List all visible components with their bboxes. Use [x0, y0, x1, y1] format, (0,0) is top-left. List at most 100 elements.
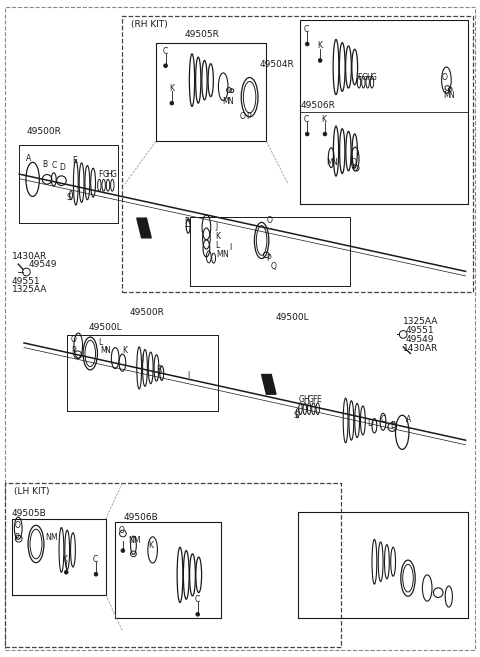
Text: 49500R: 49500R: [130, 307, 165, 317]
Text: 1325AA: 1325AA: [403, 317, 439, 327]
Text: M: M: [133, 535, 140, 545]
Circle shape: [64, 570, 68, 574]
Text: B: B: [42, 160, 48, 169]
Text: C: C: [381, 415, 386, 424]
Text: M: M: [326, 158, 333, 168]
Text: K: K: [148, 541, 153, 550]
Text: N: N: [46, 533, 51, 542]
Text: F: F: [98, 170, 102, 179]
Text: B: B: [390, 421, 395, 430]
Text: (RH KIT): (RH KIT): [131, 20, 168, 30]
Text: L: L: [215, 241, 219, 250]
Text: R: R: [156, 365, 161, 374]
Text: 49500L: 49500L: [276, 313, 310, 322]
Text: F: F: [312, 395, 316, 404]
Text: D: D: [60, 163, 65, 172]
Text: I: I: [187, 371, 190, 380]
Polygon shape: [137, 218, 151, 238]
Text: P: P: [14, 533, 19, 542]
Circle shape: [164, 64, 168, 68]
Text: S: S: [66, 193, 71, 202]
Text: A: A: [26, 154, 32, 164]
Text: 49506R: 49506R: [301, 101, 336, 110]
Text: M: M: [443, 91, 450, 100]
Text: 49505R: 49505R: [185, 30, 220, 39]
Circle shape: [323, 132, 327, 136]
Text: G: G: [308, 395, 313, 404]
Text: 1325AA: 1325AA: [12, 285, 48, 294]
Text: H: H: [107, 170, 112, 179]
Text: N: N: [227, 97, 233, 106]
Text: K: K: [317, 41, 322, 51]
Circle shape: [318, 58, 322, 62]
Text: 49551: 49551: [12, 277, 41, 286]
Text: O: O: [71, 334, 77, 344]
Circle shape: [121, 549, 125, 553]
Text: M: M: [222, 97, 228, 106]
Text: F: F: [358, 73, 362, 82]
Text: N: N: [332, 158, 337, 168]
Text: G: G: [299, 395, 305, 404]
Text: 1430AR: 1430AR: [403, 344, 438, 353]
Text: 49505B: 49505B: [12, 509, 47, 518]
Text: J: J: [215, 221, 217, 231]
Text: G: G: [362, 73, 368, 82]
Text: O: O: [350, 158, 356, 168]
Text: P: P: [246, 112, 251, 121]
Text: (LH KIT): (LH KIT): [14, 487, 50, 496]
Circle shape: [196, 612, 200, 616]
Text: S: S: [294, 411, 299, 420]
Text: K: K: [215, 232, 220, 241]
Text: G: G: [371, 73, 376, 82]
Text: E: E: [316, 395, 321, 404]
Circle shape: [94, 572, 98, 576]
Text: N: N: [105, 346, 110, 355]
Text: G: G: [111, 170, 117, 179]
Text: O: O: [119, 526, 125, 535]
Circle shape: [305, 42, 309, 46]
Text: N: N: [448, 91, 454, 100]
Text: C: C: [52, 161, 57, 170]
Text: M: M: [100, 346, 107, 355]
Text: 49549: 49549: [29, 260, 57, 269]
Text: P: P: [266, 254, 271, 263]
Text: P: P: [71, 346, 76, 355]
Text: G: G: [102, 170, 108, 179]
Text: K: K: [122, 346, 127, 355]
Text: O: O: [266, 215, 272, 225]
Text: C: C: [194, 595, 200, 604]
Text: C: C: [93, 555, 98, 564]
Text: E: E: [72, 156, 77, 166]
Text: M: M: [216, 250, 223, 259]
Text: N: N: [222, 250, 228, 259]
Text: 49551: 49551: [406, 326, 434, 335]
Text: C: C: [162, 47, 168, 56]
Text: H: H: [366, 73, 372, 82]
Text: J: J: [142, 353, 144, 363]
Text: O: O: [442, 73, 447, 82]
Circle shape: [170, 101, 174, 105]
Text: 1430AR: 1430AR: [12, 252, 47, 261]
Text: O: O: [240, 112, 246, 121]
Text: C: C: [304, 25, 309, 34]
Text: H: H: [303, 395, 309, 404]
Text: Q: Q: [270, 261, 276, 271]
Text: A: A: [406, 415, 411, 424]
Text: 49506B: 49506B: [124, 512, 158, 522]
Text: D: D: [368, 419, 373, 428]
Text: N: N: [129, 535, 134, 545]
Text: I: I: [229, 242, 232, 252]
Text: 49500R: 49500R: [26, 127, 61, 136]
Circle shape: [305, 132, 309, 136]
Text: 49500L: 49500L: [89, 323, 122, 332]
Text: K: K: [62, 555, 67, 564]
Text: R: R: [184, 217, 189, 226]
Text: 49549: 49549: [406, 335, 434, 344]
Text: L: L: [98, 338, 102, 348]
Text: 49504R: 49504R: [259, 60, 294, 69]
Text: O: O: [14, 521, 20, 530]
Text: K: K: [322, 115, 326, 124]
Text: K: K: [169, 84, 174, 93]
Text: C: C: [304, 115, 309, 124]
Text: M: M: [50, 533, 57, 542]
